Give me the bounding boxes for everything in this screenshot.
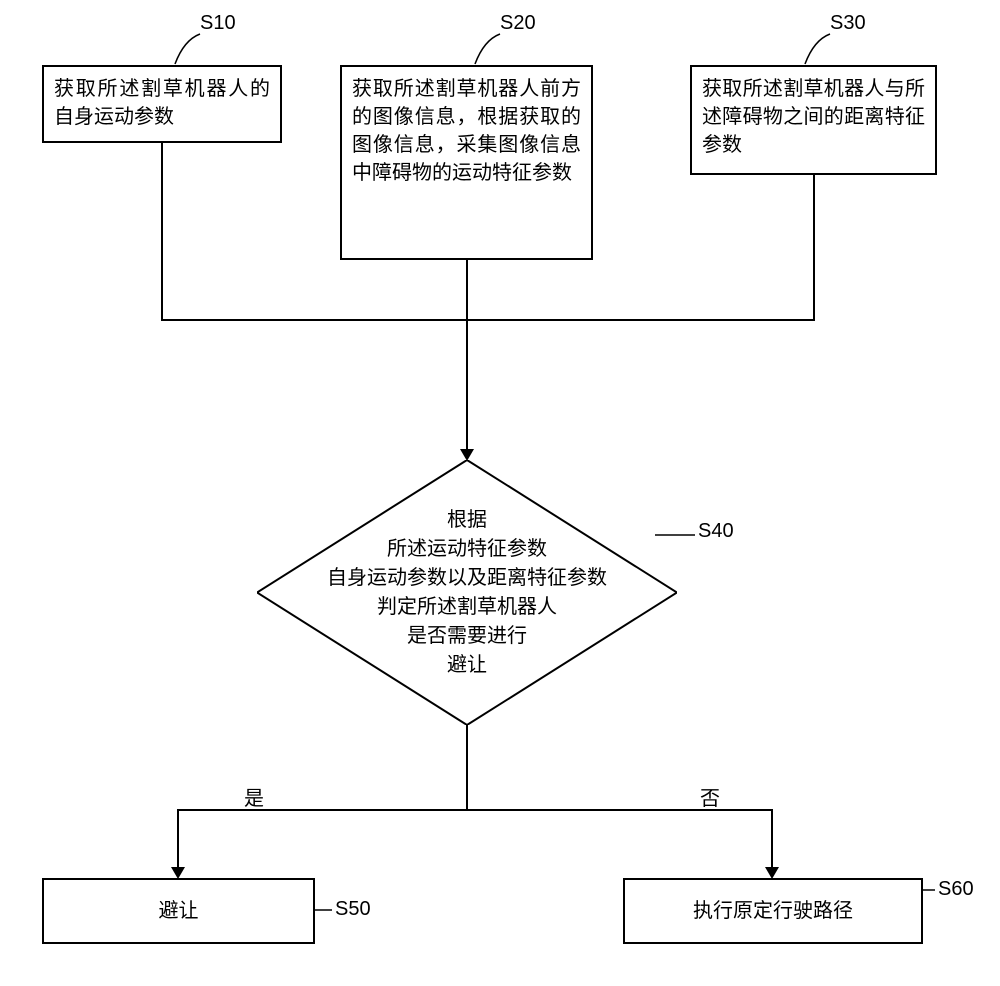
edge-no-s60 — [467, 810, 772, 877]
s40-line-4: 是否需要进行 — [299, 622, 635, 651]
node-s10-text: 获取所述割草机器人的自身运动参数 — [54, 75, 270, 131]
label-s10: S10 — [200, 12, 236, 35]
branch-label-no: 否 — [700, 782, 720, 811]
s40-line-3: 判定所述割草机器人 — [299, 593, 635, 622]
node-s20: 获取所述割草机器人前方的图像信息，根据获取的图像信息，采集图像信息中障碍物的运动… — [340, 65, 593, 260]
node-s30-text: 获取所述割草机器人与所述障碍物之间的距离特征参数 — [702, 75, 925, 159]
s40-line-2: 自身运动参数以及距离特征参数 — [299, 564, 635, 593]
node-s40: 根据 所述运动特征参数 自身运动参数以及距离特征参数 判定所述割草机器人 是否需… — [257, 460, 677, 725]
node-s30: 获取所述割草机器人与所述障碍物之间的距离特征参数 — [690, 65, 937, 175]
label-s40: S40 — [698, 520, 734, 543]
edge-yes-s50 — [178, 810, 467, 877]
flowchart-canvas: 获取所述割草机器人的自身运动参数 获取所述割草机器人前方的图像信息，根据获取的图… — [0, 0, 1000, 986]
callout-curve-s10 — [175, 34, 200, 64]
label-s30: S30 — [830, 12, 866, 35]
s40-line-1: 所述运动特征参数 — [299, 535, 635, 564]
label-s20: S20 — [500, 12, 536, 35]
callout-curve-s20 — [475, 34, 500, 64]
label-s50: S50 — [335, 898, 371, 921]
node-s60: 执行原定行驶路径 — [623, 878, 923, 944]
branch-label-yes: 是 — [244, 782, 264, 811]
node-s40-text: 根据 所述运动特征参数 自身运动参数以及距离特征参数 判定所述割草机器人 是否需… — [299, 506, 635, 680]
node-s60-text: 执行原定行驶路径 — [693, 897, 853, 925]
node-s50-text: 避让 — [159, 897, 199, 925]
node-s20-text: 获取所述割草机器人前方的图像信息，根据获取的图像信息，采集图像信息中障碍物的运动… — [352, 75, 581, 187]
node-s10: 获取所述割草机器人的自身运动参数 — [42, 65, 282, 143]
s40-line-0: 根据 — [299, 506, 635, 535]
callout-curve-s30 — [805, 34, 830, 64]
node-s50: 避让 — [42, 878, 315, 944]
s40-line-5: 避让 — [299, 651, 635, 680]
label-s60: S60 — [938, 878, 974, 901]
